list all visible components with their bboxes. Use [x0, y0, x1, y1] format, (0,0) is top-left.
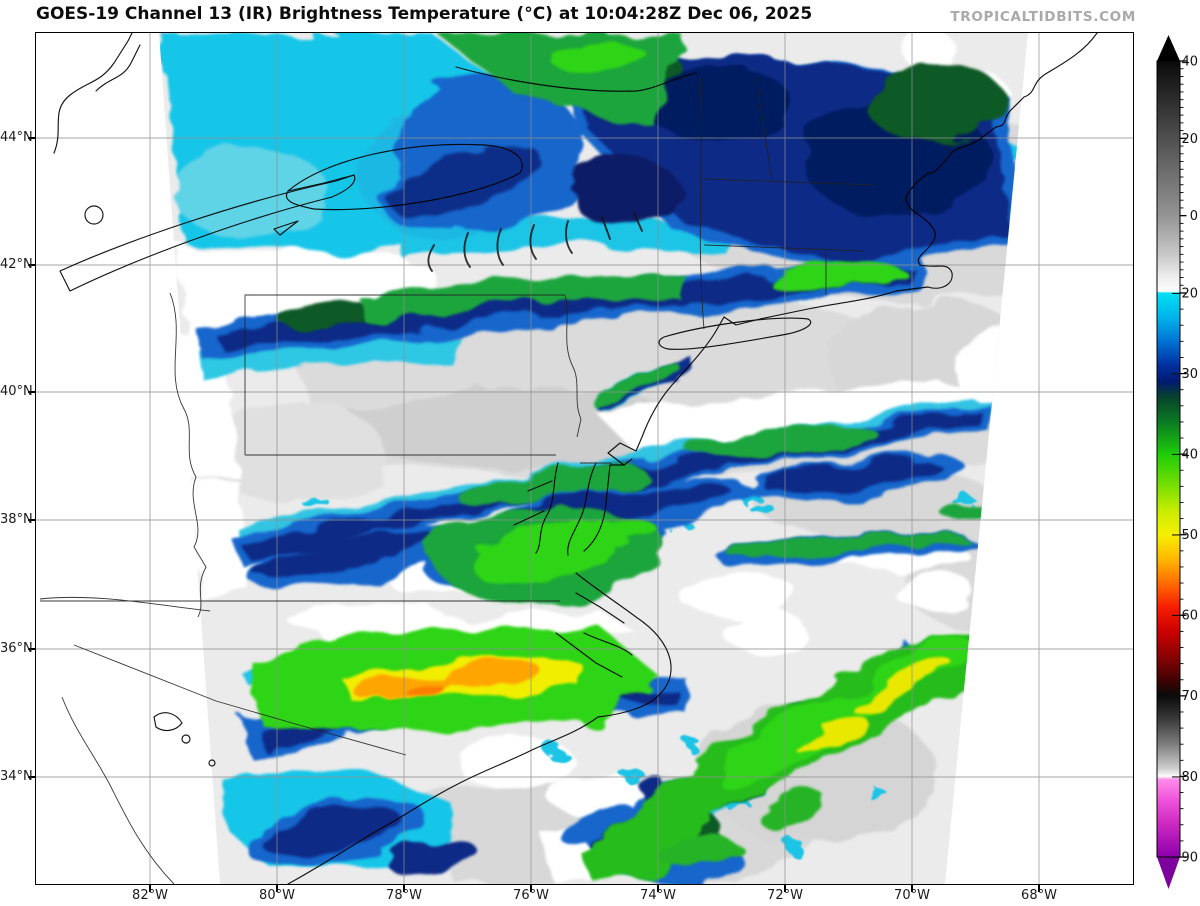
lon-tick-mark [784, 884, 786, 892]
colorbar-tick-label: −60 [1171, 609, 1198, 624]
lat-tick-mark [28, 391, 36, 393]
lon-tick-label: 74°W [640, 888, 676, 903]
colorbar-ticks [1180, 60, 1187, 858]
lat-tick-label: 36°N [0, 641, 33, 656]
colorbar-tick-label: −20 [1171, 287, 1198, 302]
ir-imagery [159, 33, 1028, 884]
lat-tick-label: 42°N [0, 257, 33, 272]
lon-tick-label: 82°W [132, 888, 168, 903]
coastlines [53, 32, 1098, 885]
orange-core-layer [353, 662, 541, 701]
state-borders [39, 76, 875, 885]
colorbar: 40 20 0 −20 −30 −40 −50 −60 −70 −80 −90 [1156, 35, 1198, 889]
lon-tick-label: 78°W [386, 888, 422, 903]
colorbar-tick-label: −90 [1171, 850, 1198, 865]
lon-tick-mark [530, 884, 532, 892]
lat-tick-mark [28, 264, 36, 266]
colorbar-tick-label: −70 [1171, 689, 1198, 704]
lat-tick-mark [28, 519, 36, 521]
colorbar-bottom-arrow [1157, 857, 1180, 889]
map-canvas [36, 32, 1133, 885]
lat-tick-mark [28, 776, 36, 778]
lat-tick-label: 38°N [0, 512, 33, 527]
graticule [36, 33, 1133, 884]
colorbar-gradient [1156, 60, 1181, 858]
lat-tick-label: 40°N [0, 384, 33, 399]
colorbar-top-arrow [1157, 35, 1180, 61]
lon-tick-label: 70°W [894, 888, 930, 903]
site-watermark: TROPICALTIDBITS.COM [950, 9, 1136, 25]
lon-tick-mark [403, 884, 405, 892]
colorbar-tick-label: 20 [1181, 132, 1198, 147]
colorbar-tick-label: −80 [1171, 770, 1198, 785]
lon-tick-mark [657, 884, 659, 892]
lat-tick-label: 34°N [0, 769, 33, 784]
figure-title: GOES-19 Channel 13 (IR) Brightness Tempe… [36, 4, 813, 24]
lon-tick-label: 80°W [259, 888, 295, 903]
colorbar-tick-label: 0 [1190, 209, 1198, 224]
colorbar-tick-label: −30 [1171, 367, 1198, 382]
lat-tick-mark [28, 137, 36, 139]
lon-tick-mark [149, 884, 151, 892]
lon-tick-label: 68°W [1021, 888, 1057, 903]
lon-tick-mark [911, 884, 913, 892]
lon-tick-label: 72°W [767, 888, 803, 903]
lon-tick-label: 76°W [513, 888, 549, 903]
satellite-imagery-svg [36, 32, 1133, 885]
lat-tick-mark [28, 648, 36, 650]
lon-tick-mark [1038, 884, 1040, 892]
cloud-streaks [427, 212, 643, 272]
colorbar-tick-label: −40 [1171, 448, 1198, 463]
lat-tick-label: 44°N [0, 130, 33, 145]
colorbar-tick-label: −50 [1171, 528, 1198, 543]
colorbar-tick-label: 40 [1181, 55, 1198, 70]
lon-tick-mark [276, 884, 278, 892]
